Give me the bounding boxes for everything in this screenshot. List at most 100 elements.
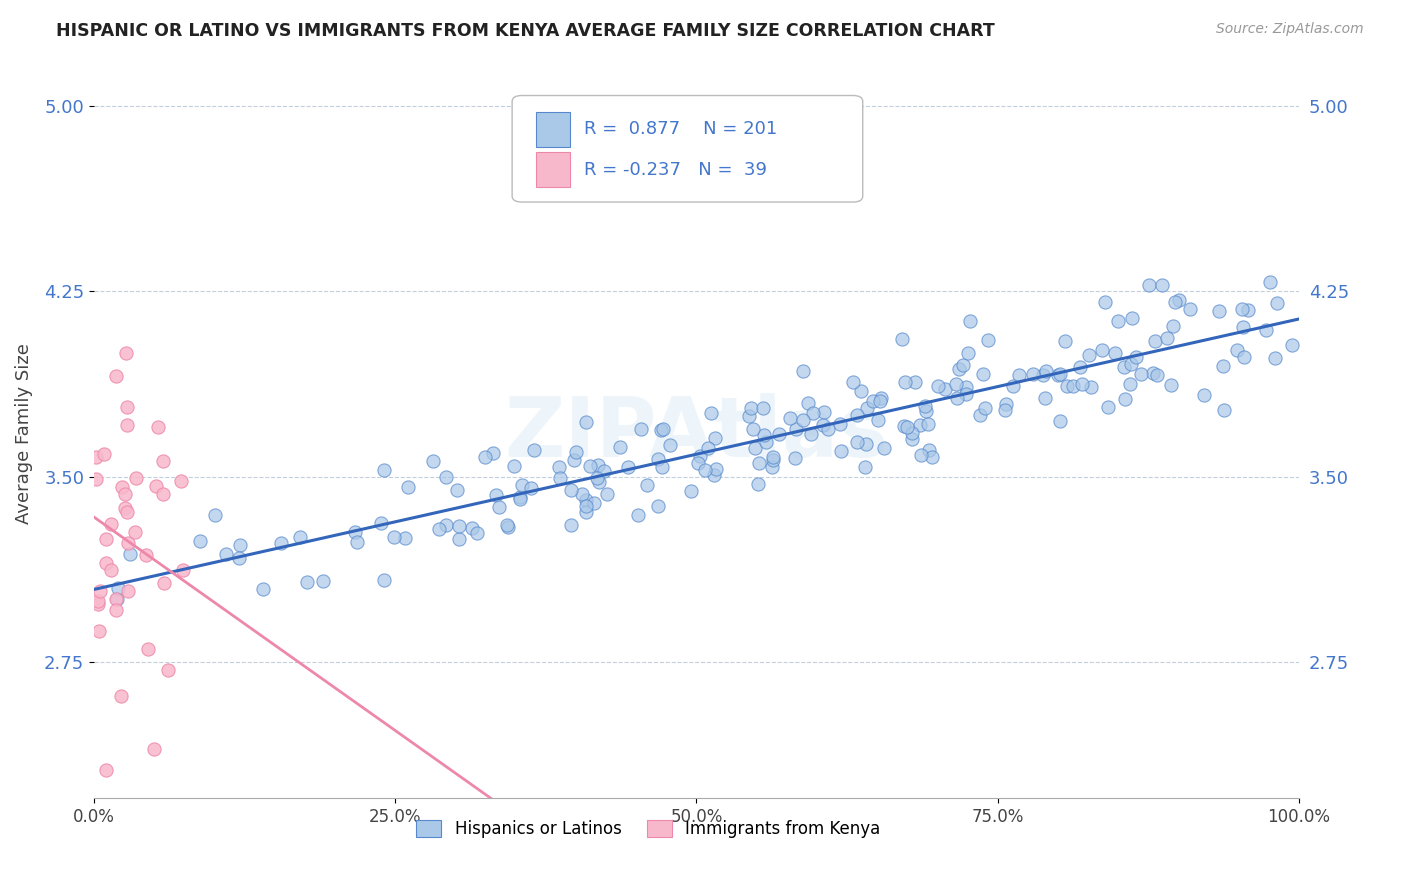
Point	[762, 453, 785, 467]
Point	[481, 445, 503, 459]
Point	[901, 426, 924, 441]
FancyBboxPatch shape	[536, 112, 569, 146]
Point	[586, 458, 609, 472]
Point	[813, 405, 835, 419]
Point	[768, 426, 790, 441]
Point	[114, 487, 136, 501]
Point	[100, 563, 122, 577]
Point	[1164, 294, 1187, 309]
Point	[1168, 293, 1191, 307]
Point	[1233, 350, 1256, 364]
Point	[136, 642, 159, 657]
Point	[105, 369, 128, 384]
Point	[100, 517, 122, 532]
Point	[1265, 296, 1288, 310]
Point	[1156, 330, 1178, 344]
Point	[87, 597, 110, 611]
Point	[969, 408, 991, 422]
Point	[565, 445, 588, 459]
Point	[830, 443, 852, 458]
Text: R = -0.237   N =  39: R = -0.237 N = 39	[585, 161, 768, 179]
Point	[204, 508, 226, 523]
Point	[152, 454, 174, 468]
Point	[114, 346, 136, 360]
Point	[125, 470, 148, 484]
Point	[627, 508, 650, 522]
Point	[856, 401, 879, 415]
Point	[117, 536, 139, 550]
Point	[945, 376, 967, 391]
Point	[744, 441, 766, 455]
Point	[1160, 377, 1182, 392]
Point	[252, 582, 274, 597]
Point	[447, 519, 470, 533]
Point	[1035, 364, 1057, 378]
Point	[934, 382, 956, 396]
Point	[855, 437, 877, 451]
Point	[396, 480, 419, 494]
Point	[84, 472, 107, 486]
Point	[647, 500, 669, 514]
Point	[135, 548, 157, 562]
Point	[1062, 379, 1084, 393]
Point	[896, 420, 918, 434]
Point	[1129, 367, 1152, 381]
Point	[574, 500, 596, 514]
Point	[585, 471, 607, 485]
Point	[422, 454, 444, 468]
Point	[215, 547, 238, 561]
Point	[110, 480, 132, 494]
Point	[114, 501, 136, 516]
Point	[868, 413, 890, 427]
FancyBboxPatch shape	[512, 95, 863, 202]
Point	[575, 415, 598, 429]
Point	[143, 742, 166, 756]
Point	[977, 334, 1000, 348]
Point	[873, 441, 896, 455]
Point	[117, 584, 139, 599]
Point	[1032, 368, 1054, 383]
Point	[1142, 366, 1164, 380]
Point	[1091, 343, 1114, 357]
Point	[1213, 402, 1236, 417]
Point	[1097, 401, 1119, 415]
Point	[509, 491, 531, 506]
Point	[420, 813, 443, 827]
Y-axis label: Average Family Size: Average Family Size	[15, 343, 32, 524]
Point	[1049, 414, 1071, 428]
Text: R =  0.877    N = 201: R = 0.877 N = 201	[585, 120, 778, 138]
Point	[842, 375, 865, 389]
Point	[910, 448, 932, 462]
Point	[630, 422, 652, 436]
Point	[93, 447, 115, 461]
Point	[779, 411, 801, 425]
Point	[156, 663, 179, 677]
Point	[509, 490, 531, 504]
Point	[105, 592, 128, 607]
Point	[84, 450, 107, 464]
Point	[650, 424, 672, 438]
Point	[1178, 301, 1201, 316]
Point	[120, 547, 142, 561]
Point	[152, 487, 174, 501]
Point	[107, 581, 129, 595]
Point	[1152, 277, 1174, 292]
Point	[1053, 334, 1076, 349]
Point	[800, 427, 823, 442]
Point	[904, 375, 927, 389]
Point	[693, 462, 716, 476]
Point	[915, 403, 938, 417]
Point	[908, 418, 931, 433]
Point	[754, 428, 776, 442]
Point	[704, 462, 727, 476]
Point	[855, 459, 877, 474]
Point	[972, 367, 994, 381]
Point	[394, 531, 416, 545]
Point	[797, 396, 820, 410]
Point	[94, 556, 117, 570]
Point	[498, 520, 520, 534]
Point	[488, 500, 510, 514]
Point	[523, 443, 546, 458]
Point	[870, 391, 893, 405]
Point	[751, 401, 773, 416]
